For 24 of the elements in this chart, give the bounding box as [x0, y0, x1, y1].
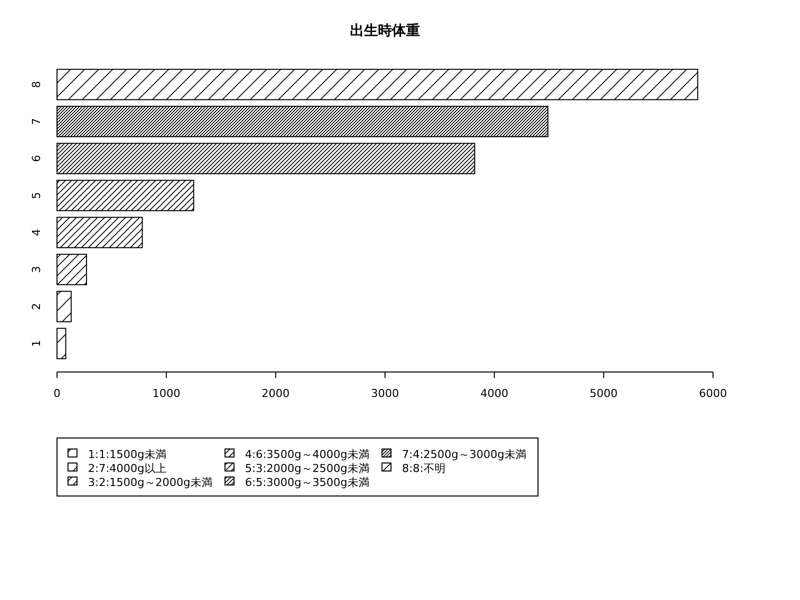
y-tick-label: 8 — [30, 81, 43, 88]
y-tick-label: 5 — [30, 192, 43, 199]
x-tick-label: 3000 — [371, 387, 399, 400]
x-tick-label: 4000 — [480, 387, 508, 400]
x-tick-label: 0 — [54, 387, 60, 400]
legend-label: 5:3:2000g～2500g未満 — [245, 462, 370, 475]
x-tick-label: 2000 — [262, 387, 290, 400]
y-tick-label: 6 — [30, 155, 43, 162]
legend-label: 4:6:3500g～4000g未満 — [245, 448, 370, 461]
y-tick-label: 2 — [30, 303, 43, 310]
legend-label: 3:2:1500g～2000g未満 — [88, 476, 212, 489]
y-tick-label: 7 — [30, 118, 43, 125]
legend-label: 1:1:1500g未満 — [88, 448, 166, 461]
legend-label: 6:5:3000g～3500g未満 — [245, 476, 370, 489]
x-tick-label: 1000 — [152, 387, 180, 400]
x-tick-label: 6000 — [699, 387, 727, 400]
y-tick-label: 3 — [30, 266, 43, 273]
chart-title: 出生時体重 — [350, 23, 420, 39]
legend-label: 8:8:不明 — [402, 462, 446, 475]
x-tick-label: 5000 — [590, 387, 618, 400]
y-tick-label: 1 — [30, 340, 43, 347]
legend-label: 2:7:4000g以上 — [88, 462, 166, 475]
y-tick-label: 4 — [30, 229, 43, 236]
legend-label: 7:4:2500g～3000g未満 — [402, 448, 526, 461]
